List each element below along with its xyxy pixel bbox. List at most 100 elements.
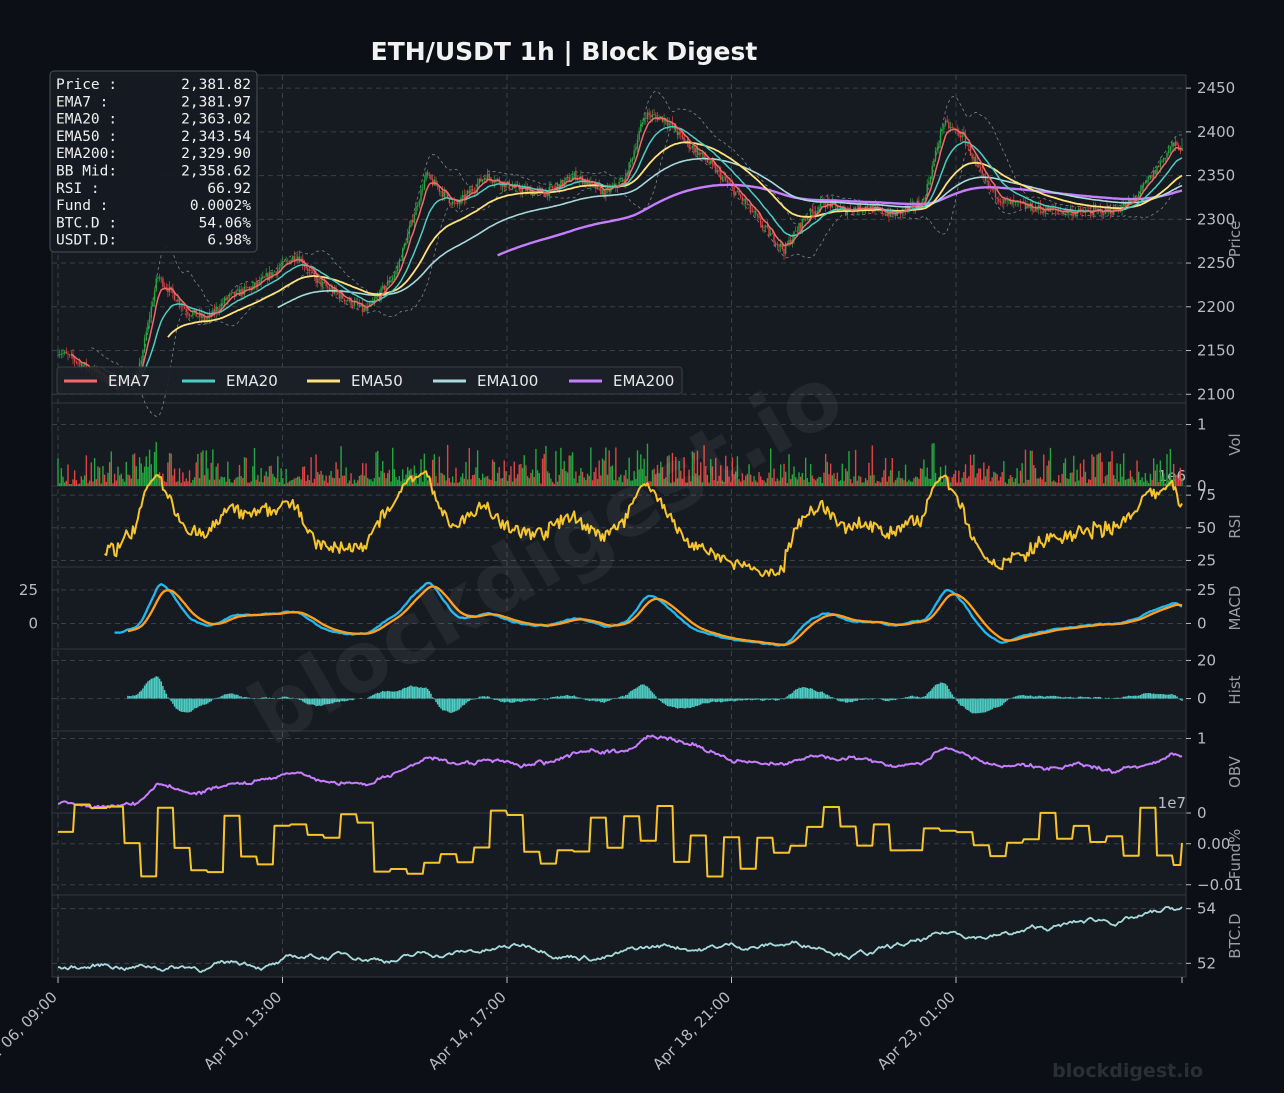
volume-bar <box>182 472 184 486</box>
volume-bar <box>1051 481 1053 486</box>
volume-bar <box>621 482 624 486</box>
hist-bar <box>663 698 665 704</box>
volume-bar <box>193 477 196 486</box>
candle-body <box>943 124 945 130</box>
volume-bar <box>711 466 714 486</box>
volume-bar <box>105 481 107 486</box>
hist-bar <box>859 698 862 700</box>
candle-body <box>153 290 156 302</box>
candle-body <box>345 300 347 302</box>
hist-bar <box>741 698 744 701</box>
candle-body <box>313 271 316 276</box>
volume-bar <box>465 461 467 486</box>
volume-bar <box>645 475 647 486</box>
hist-bar <box>1016 695 1018 699</box>
volume-bar <box>661 467 664 486</box>
funding-line <box>58 803 1183 878</box>
candle-body <box>750 203 752 212</box>
hist-bar <box>1172 694 1175 699</box>
candle-body <box>941 129 943 131</box>
candle-body <box>1141 185 1143 192</box>
candle-body <box>953 127 955 129</box>
volume-bar <box>823 472 825 486</box>
volume-bar <box>908 479 910 486</box>
volume-bar <box>635 479 637 486</box>
hist-bar <box>1048 696 1050 699</box>
candle-body <box>826 200 829 207</box>
hist-bar <box>303 698 306 703</box>
volume-bar <box>606 474 609 486</box>
candle-body <box>1058 211 1060 212</box>
candle-body <box>741 197 744 201</box>
volume-bar <box>1009 475 1012 486</box>
volume-bar <box>270 465 272 486</box>
volume-bar <box>680 470 682 486</box>
volume-bar <box>120 473 122 486</box>
volume-bar <box>781 477 784 486</box>
hist-bar <box>248 697 251 699</box>
candle-body <box>343 298 346 302</box>
hist-bar <box>461 698 464 706</box>
hist-bar <box>130 696 133 699</box>
volume-bar <box>1063 463 1065 486</box>
volume-bar <box>107 472 109 486</box>
volume-bar <box>1079 463 1082 486</box>
candle-body <box>67 353 69 355</box>
hist-bar <box>1044 696 1047 699</box>
hist-bar <box>330 698 332 704</box>
hist-bar <box>1059 696 1062 699</box>
volume-bar <box>117 466 119 486</box>
hist-bar <box>769 698 772 700</box>
hist-bar <box>973 698 975 714</box>
volume-bar <box>641 468 644 486</box>
hist-bar <box>671 698 674 708</box>
volume-bar <box>77 483 79 486</box>
volume-bar <box>250 481 252 486</box>
volume-bar <box>963 472 965 486</box>
candle-body <box>1021 203 1023 205</box>
hist-bar <box>1081 696 1083 699</box>
hist-bar <box>946 685 948 699</box>
volume-bar <box>60 468 63 486</box>
hist-bar <box>200 698 202 706</box>
hist-bar <box>1169 694 1172 699</box>
hist-bar <box>963 698 965 707</box>
hist-bar <box>393 691 396 699</box>
candle-body <box>758 215 760 219</box>
volume-bar <box>1094 477 1097 486</box>
candle-body <box>818 206 820 212</box>
hist-bar <box>1092 697 1095 699</box>
candle-body <box>756 214 759 216</box>
volume-bar <box>1108 461 1110 486</box>
volume-bar <box>551 481 554 486</box>
hist-bar <box>373 694 376 699</box>
candle-body <box>588 179 590 187</box>
hist-bar <box>556 696 559 699</box>
volume-bar <box>253 448 256 486</box>
volume-bar <box>480 479 482 486</box>
volume-bar <box>814 480 817 486</box>
hist-bar <box>558 696 560 699</box>
hist-bar <box>1152 693 1155 699</box>
volume-bar <box>260 467 262 486</box>
candle-body <box>811 209 814 212</box>
candle-body <box>446 193 449 199</box>
hist-bar <box>416 687 419 699</box>
volume-bar <box>959 482 962 486</box>
volume-bar <box>590 447 592 486</box>
hist-bar <box>626 694 629 699</box>
volume-bar <box>556 481 559 486</box>
candle-body <box>998 198 1000 202</box>
volume-bar <box>673 482 675 486</box>
hist-bar <box>759 698 762 701</box>
hist-bar <box>378 693 381 699</box>
volume-bar <box>188 470 191 486</box>
candle-body <box>443 190 446 197</box>
hist-bar <box>623 696 625 699</box>
legend-frame <box>56 366 683 395</box>
candle-body <box>979 167 982 171</box>
hist-bar <box>346 698 349 701</box>
hist-bar <box>893 698 895 700</box>
volume-bar <box>796 479 799 486</box>
